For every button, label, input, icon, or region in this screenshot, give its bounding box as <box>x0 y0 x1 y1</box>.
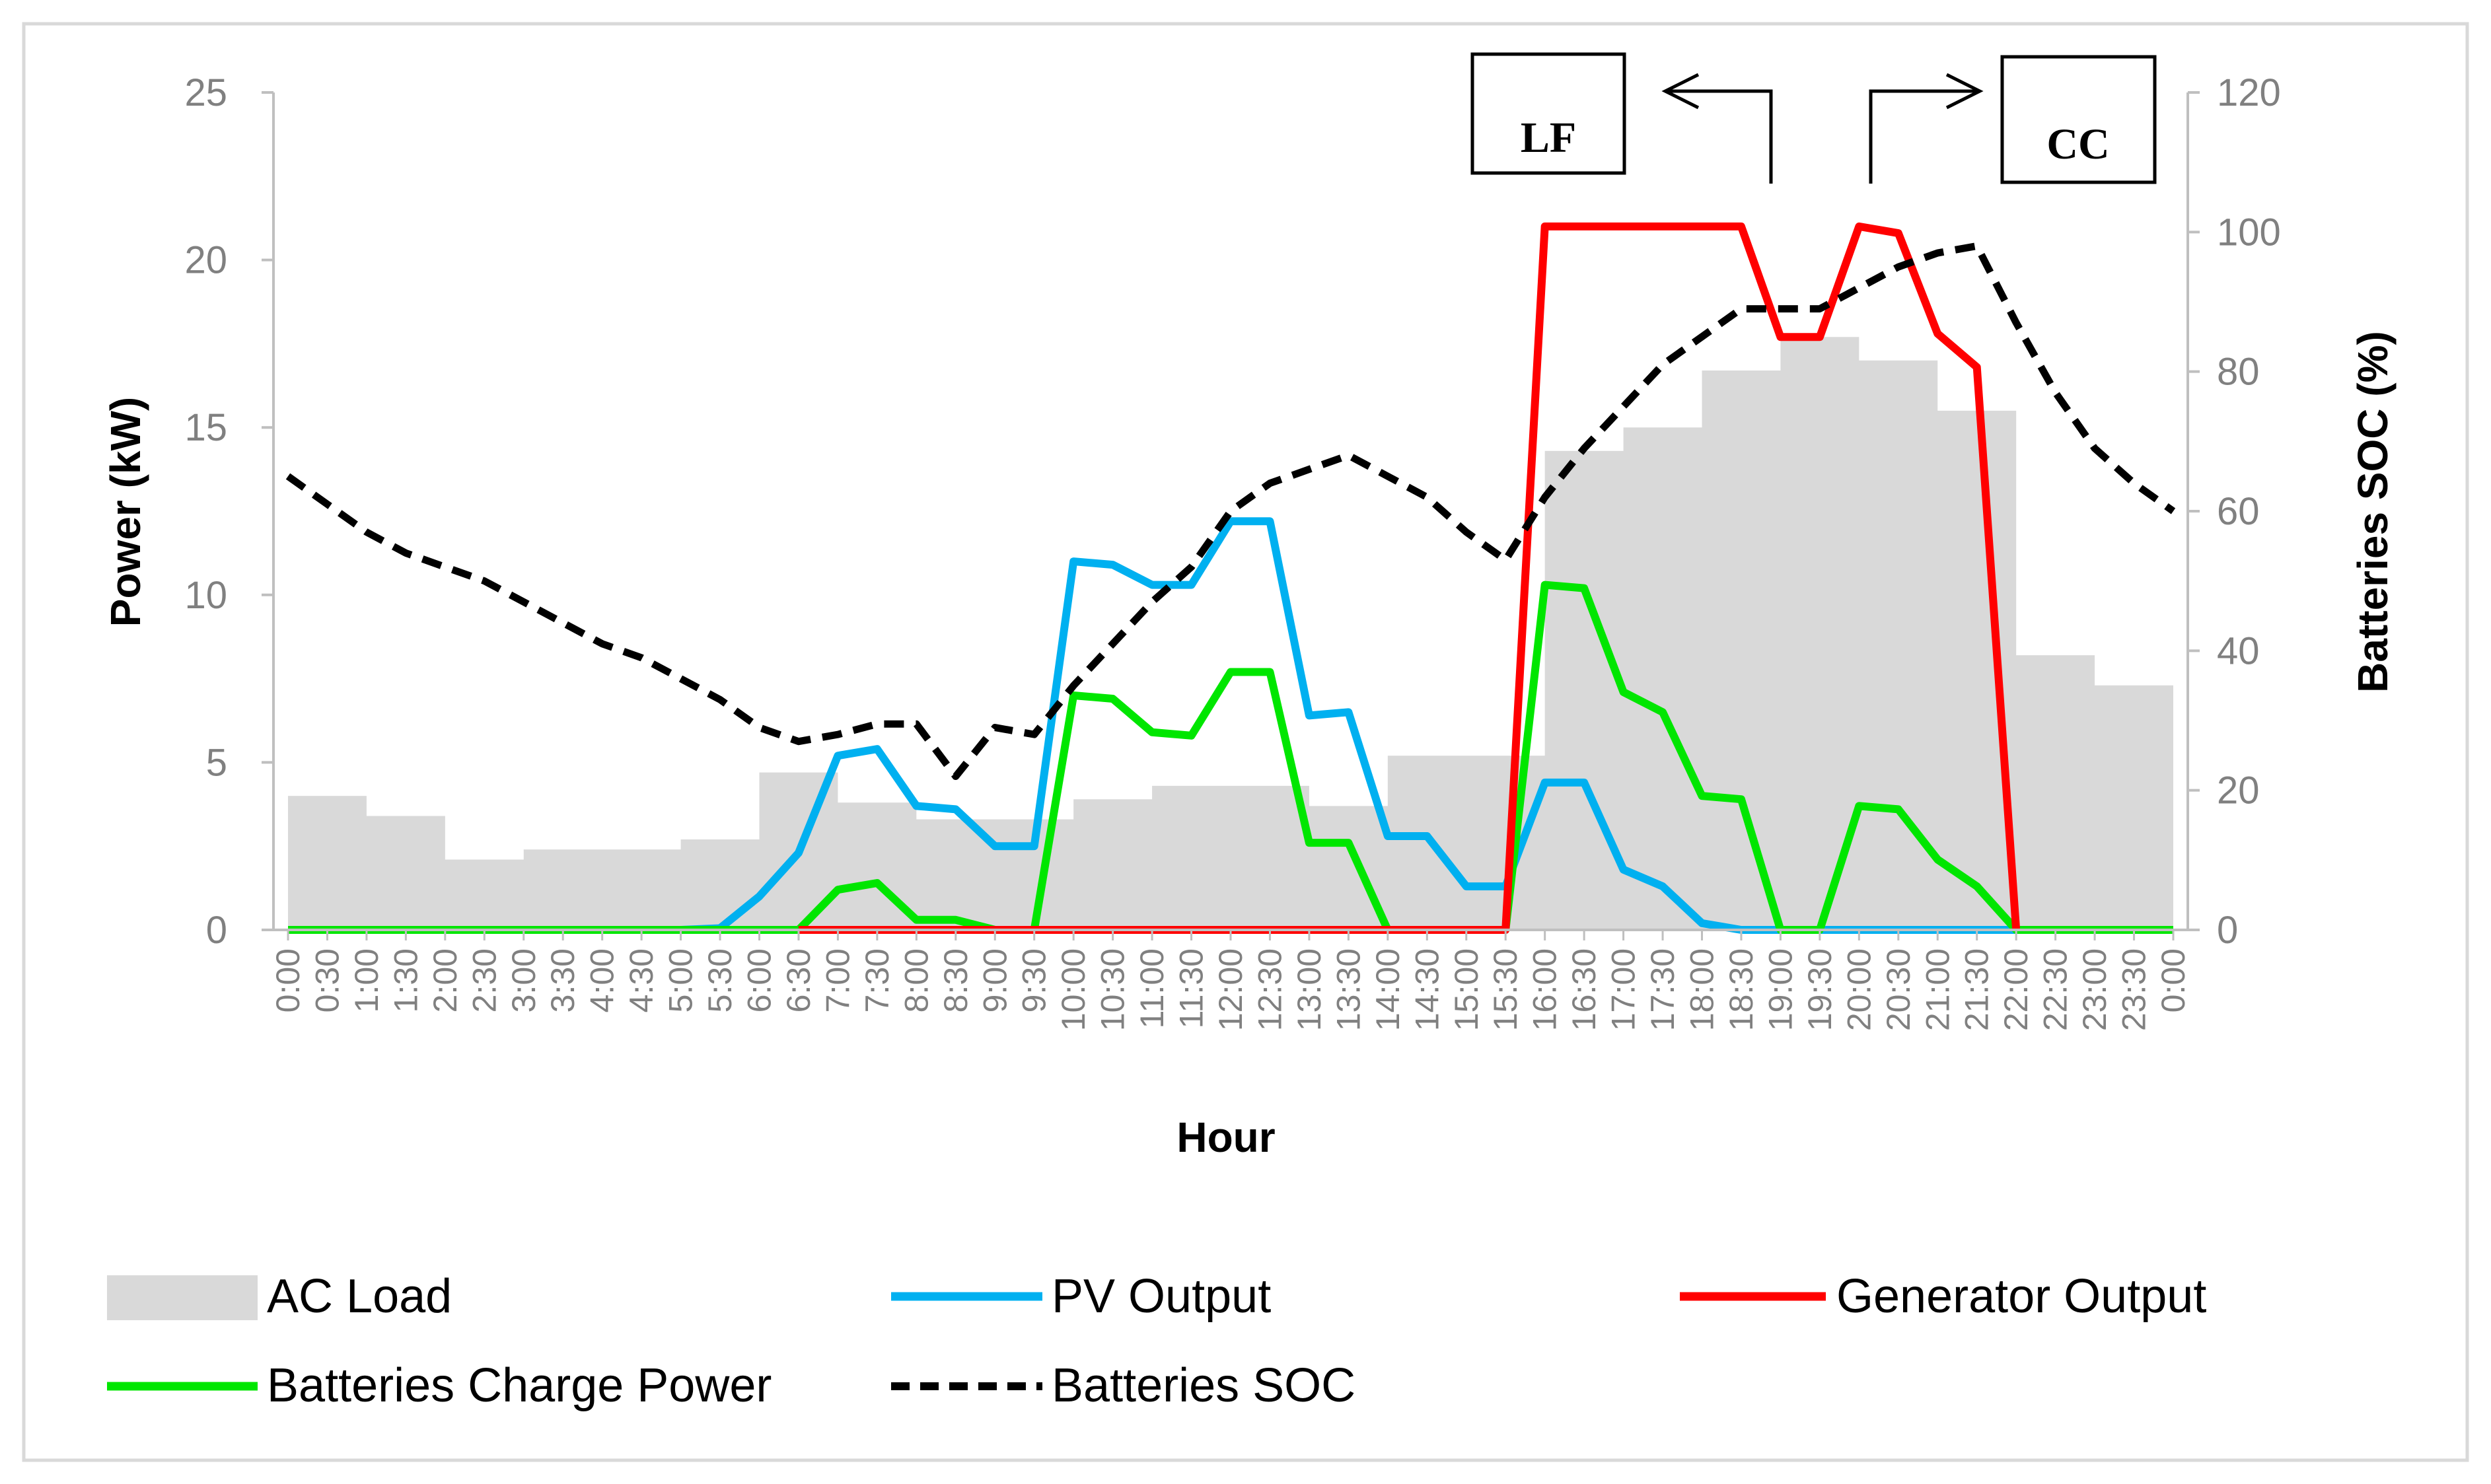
x-axis-title: Hour <box>1176 1113 1275 1161</box>
x-tick-label: 10:00 <box>1055 948 1092 1031</box>
x-tick-label: 16:30 <box>1566 948 1603 1031</box>
lf-label: LF <box>1521 114 1576 162</box>
y2-tick-label: 80 <box>2217 351 2260 394</box>
x-tick-label: 3:30 <box>544 948 581 1012</box>
series-ac-load <box>288 337 2173 931</box>
lf-arrow <box>1665 89 1773 184</box>
y2-tick-label: 0 <box>2217 909 2238 952</box>
series-batteries-soc <box>285 242 2176 781</box>
x-tick-label: 11:30 <box>1173 948 1210 1028</box>
x-tick-label: 14:00 <box>1369 948 1406 1031</box>
x-tick-label: 21:30 <box>1959 948 1996 1031</box>
x-tick-label: 17:00 <box>1605 948 1642 1031</box>
x-tick-label: 15:30 <box>1487 948 1524 1031</box>
x-tick-label: 20:00 <box>1840 948 1877 1031</box>
x-tick-label: 5:00 <box>663 948 700 1012</box>
x-tick-label: 7:30 <box>859 948 896 1012</box>
x-tick-label: 12:30 <box>1251 948 1288 1031</box>
legend: AC Load PV Output Generator Output Batte… <box>107 1270 2206 1412</box>
x-tick-label: 4:00 <box>584 948 621 1012</box>
x-tick-label: 19:30 <box>1801 948 1838 1031</box>
x-tick-label: 23:00 <box>2076 948 2113 1031</box>
x-tick-label: 20:30 <box>1880 948 1917 1031</box>
x-tick-label: 22:00 <box>1998 948 2035 1031</box>
y-tick-label: 15 <box>184 406 227 449</box>
x-tick-label: 8:00 <box>898 948 935 1012</box>
legend-label-pv-output: PV Output <box>1052 1270 1271 1323</box>
x-tick-label: 23:30 <box>2116 948 2153 1031</box>
y2-tick-label: 60 <box>2217 490 2260 533</box>
x-tick-label: 0:30 <box>308 948 345 1012</box>
x-tick-label: 17:30 <box>1644 948 1681 1031</box>
y-tick-label: 5 <box>206 741 227 784</box>
legend-label-ac-load: AC Load <box>267 1270 452 1323</box>
x-tick-label: 9:00 <box>976 948 1013 1012</box>
x-tick-label: 12:00 <box>1212 948 1249 1031</box>
x-tick-label: 19:00 <box>1762 948 1799 1031</box>
x-tick-label: 18:00 <box>1684 948 1721 1031</box>
y-tick-label: 25 <box>184 71 227 114</box>
x-tick-label: 2:00 <box>427 948 464 1012</box>
y-tick-label: 10 <box>184 574 227 617</box>
x-tick-label: 0:00 <box>270 948 307 1012</box>
y2-tick-label: 20 <box>2217 769 2260 812</box>
x-tick-label: 11:00 <box>1134 948 1171 1028</box>
x-tick-label: 6:00 <box>741 948 778 1012</box>
x-tick-label: 16:00 <box>1527 948 1564 1031</box>
x-tick-label: 4:30 <box>623 948 660 1012</box>
x-tick-label: 9:30 <box>1016 948 1053 1012</box>
x-tick-label: 6:30 <box>780 948 817 1012</box>
legend-label-batteries-soc: Batteries SOC <box>1052 1359 1355 1412</box>
axes-layer <box>262 91 2200 940</box>
x-tick-label: 0:00 <box>2155 948 2192 1012</box>
cc-arrow <box>1869 89 1980 184</box>
y2-tick-label: 120 <box>2217 71 2281 114</box>
x-tick-label: 1:30 <box>387 948 424 1012</box>
legend-label-batteries-charge-power: Batteries Charge Power <box>267 1359 772 1412</box>
x-tick-label: 10:30 <box>1095 948 1132 1031</box>
lf-box <box>1470 52 1626 175</box>
x-tick-label: 14:30 <box>1408 948 1445 1031</box>
legend-label-generator-output: Generator Output <box>1836 1270 2206 1323</box>
x-tick-label: 13:00 <box>1291 948 1328 1031</box>
cc-box <box>2000 55 2157 184</box>
x-tick-label: 2:30 <box>466 948 503 1012</box>
x-tick-label: 8:30 <box>937 948 974 1012</box>
x-tick-label: 21:00 <box>1919 948 1956 1031</box>
x-tick-label: 18:30 <box>1723 948 1760 1031</box>
y2-axis-title: Batteries SOC (%) <box>2349 331 2397 693</box>
x-tick-label: 22:30 <box>2037 948 2074 1031</box>
y-tick-label: 20 <box>184 239 227 282</box>
legend-swatch-ac-load <box>107 1275 258 1320</box>
x-tick-label: 3:00 <box>505 948 542 1012</box>
x-tick-label: 1:00 <box>348 948 385 1012</box>
x-tick-label: 5:30 <box>702 948 739 1012</box>
y2-tick-label: 40 <box>2217 629 2260 672</box>
x-tick-label: 7:00 <box>819 948 856 1012</box>
cc-arrow-head <box>1945 73 1984 110</box>
x-tick-label: 15:00 <box>1448 948 1485 1031</box>
lf-arrow-head <box>1661 73 1700 110</box>
y-tick-label: 0 <box>206 909 227 952</box>
y2-tick-label: 100 <box>2217 211 2281 254</box>
y-axis-title: Power (kW) <box>102 397 149 627</box>
x-tick-label: 13:30 <box>1330 948 1367 1031</box>
annotation-layer: LF CC <box>1470 52 2157 184</box>
cc-label: CC <box>2046 120 2109 168</box>
